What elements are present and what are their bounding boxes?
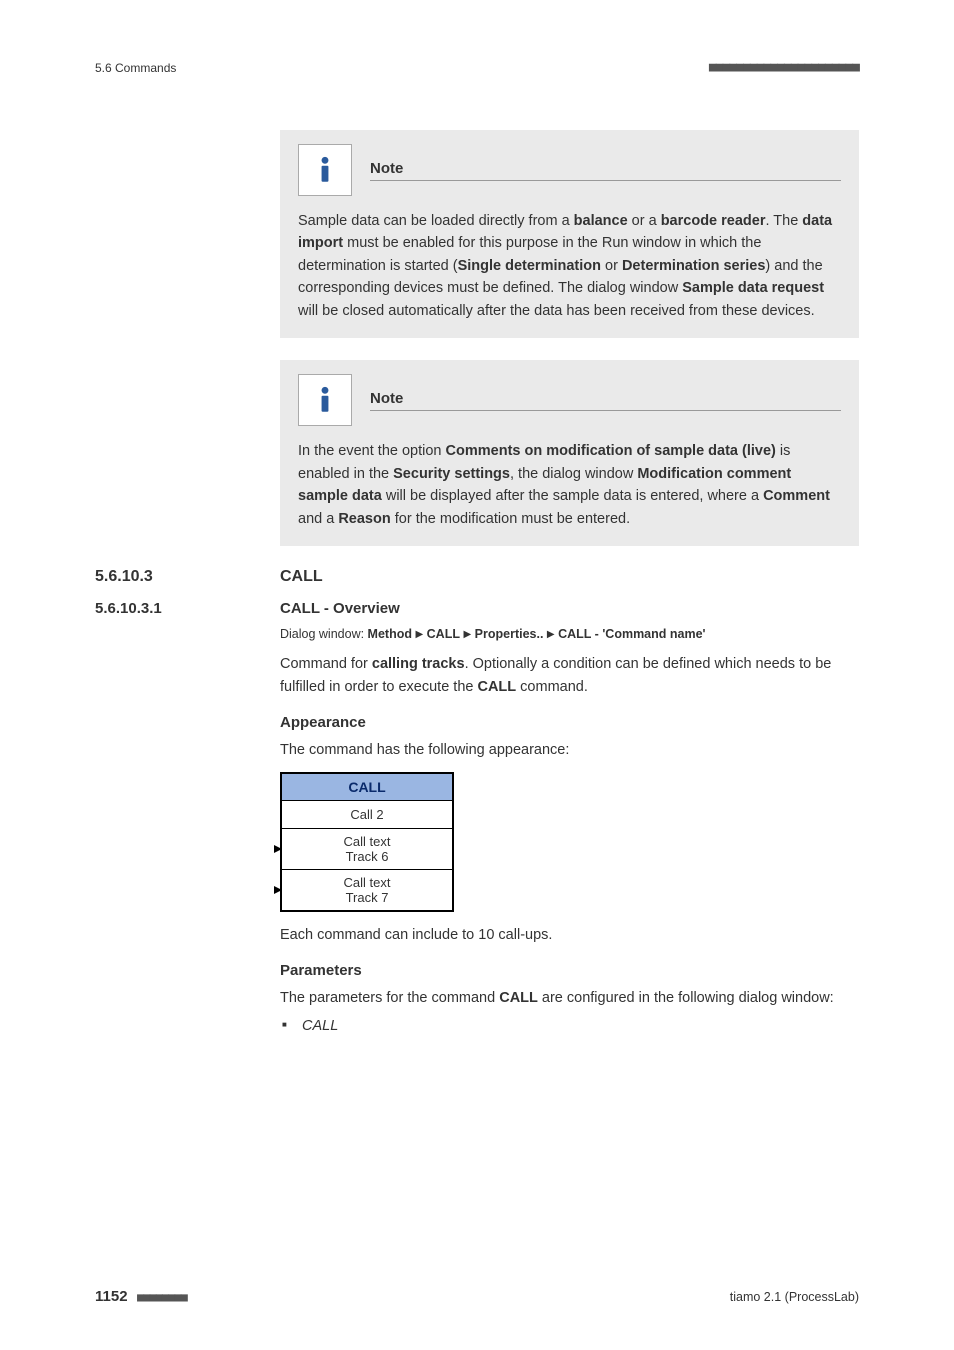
- figure-subrow-text: Track 6: [282, 849, 452, 864]
- note-title: Note: [370, 390, 841, 411]
- dialog-window-path: Dialog window: Method ▶ CALL ▶ Propertie…: [280, 627, 859, 641]
- figure-subrow-text: Call text: [282, 834, 452, 849]
- parameters-list: CALL: [280, 1018, 859, 1034]
- triangle-icon: ▶: [463, 629, 471, 640]
- figure-subrow-text: Call text: [282, 875, 452, 890]
- dialog-path-part: Method: [368, 627, 412, 641]
- section-title: CALL: [280, 568, 323, 586]
- appearance-lead: The command has the following appearance…: [280, 739, 859, 761]
- note-body: Sample data can be loaded directly from …: [298, 210, 841, 322]
- footer-page-number: 1152: [95, 1288, 128, 1305]
- header-section-label: 5.6 Commands: [95, 61, 176, 75]
- dialog-path-part: CALL: [427, 627, 460, 641]
- footer-dashes: ■■■■■■■■: [137, 1290, 187, 1304]
- header-dashes: ■■■■■■■■■■■■■■■■■■■■■■: [709, 60, 859, 75]
- parameters-lead: The parameters for the command CALL are …: [280, 987, 859, 1009]
- dialog-path-label: Dialog window:: [280, 627, 368, 641]
- figure-head: CALL: [282, 774, 452, 801]
- call-command-figure: CALL Call 2 Call text Track 6 Call text …: [280, 772, 454, 912]
- note-box-comments: Note In the event the option Comments on…: [280, 360, 859, 546]
- dialog-path-part: CALL - 'Command name': [558, 627, 705, 641]
- note-body: In the event the option Comments on modi…: [298, 440, 841, 530]
- section-heading-call: 5.6.10.3 CALL: [95, 568, 859, 586]
- info-icon: [298, 144, 352, 196]
- note-header: Note: [298, 374, 841, 426]
- footer-product-label: tiamo 2.1 (ProcessLab): [730, 1290, 859, 1304]
- branch-arrow-icon: [270, 842, 288, 856]
- info-icon: [298, 374, 352, 426]
- note-title: Note: [370, 160, 841, 181]
- figure-row: Call 2: [282, 801, 452, 829]
- section-title: CALL - Overview: [280, 600, 400, 617]
- figure-subrow: Call text Track 7: [282, 870, 452, 910]
- branch-arrow-icon: [270, 883, 288, 897]
- section-number: 5.6.10.3.1: [95, 600, 280, 617]
- intro-paragraph: Command for calling tracks. Optionally a…: [280, 653, 859, 698]
- page-footer: 1152 ■■■■■■■■ tiamo 2.1 (ProcessLab): [95, 1288, 859, 1305]
- section-heading-call-overview: 5.6.10.3.1 CALL - Overview: [95, 600, 859, 617]
- dialog-path-part: Properties..: [475, 627, 544, 641]
- appearance-heading: Appearance: [280, 714, 859, 731]
- note-box-balance: Note Sample data can be loaded directly …: [280, 130, 859, 338]
- list-item: CALL: [280, 1018, 859, 1034]
- triangle-icon: ▶: [415, 629, 423, 640]
- parameters-heading: Parameters: [280, 962, 859, 979]
- figure-subrow: Call text Track 6: [282, 829, 452, 870]
- figure-subrow-text: Track 7: [282, 890, 452, 905]
- page-header: 5.6 Commands ■■■■■■■■■■■■■■■■■■■■■■: [95, 60, 859, 75]
- note-header: Note: [298, 144, 841, 196]
- appearance-after: Each command can include to 10 call-ups.: [280, 924, 859, 946]
- section-number: 5.6.10.3: [95, 568, 280, 586]
- triangle-icon: ▶: [547, 629, 555, 640]
